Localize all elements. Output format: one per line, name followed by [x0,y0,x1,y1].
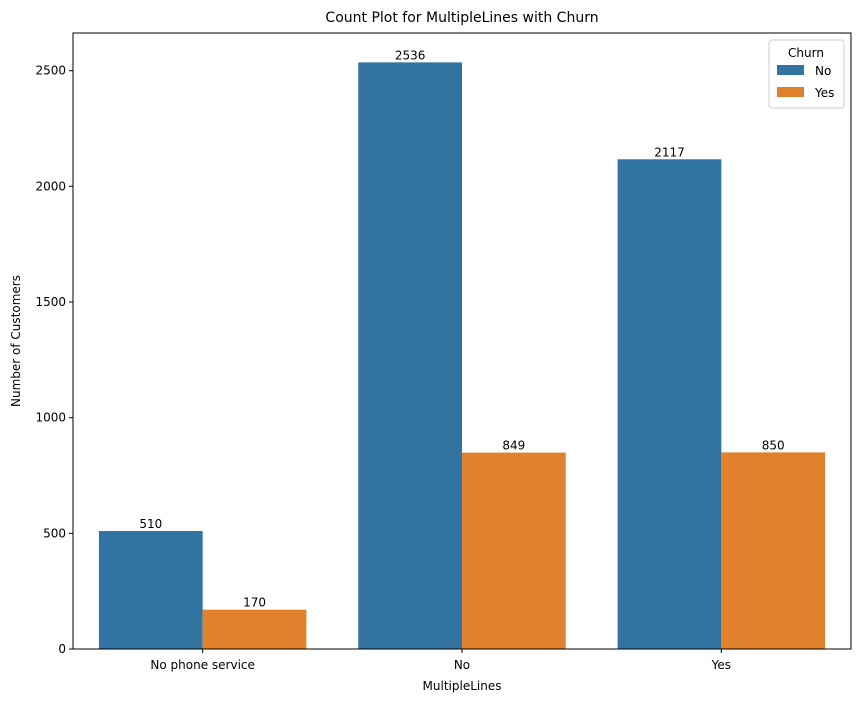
data-label: 849 [502,439,525,453]
x-axis: No phone service No Yes [150,649,731,672]
legend-title: Churn [788,46,824,60]
plot-area: 510 170 2536 849 2117 850 [98,48,826,650]
x-tick-label: No phone service [150,658,254,672]
data-label: 2536 [395,48,426,62]
legend-swatch-no [777,65,804,75]
data-label: 2117 [654,145,685,159]
legend-label-yes: Yes [814,86,834,100]
bar-no-0 [98,531,203,649]
y-tick-label: 0 [58,642,66,656]
bar-yes-2 [721,452,826,649]
y-tick-label: 1500 [35,295,66,309]
x-axis-label: MultipleLines [423,679,502,693]
legend-swatch-yes [777,87,804,97]
legend: Churn No Yes [768,39,845,109]
bar-no-2 [617,159,722,649]
bar-yes-0 [202,609,307,649]
x-tick-label: Yes [711,658,731,672]
y-tick-label: 500 [43,526,66,540]
y-tick-label: 2500 [35,64,66,78]
bar-no-1 [358,62,462,650]
chart-title: Count Plot for MultipleLines with Churn [325,10,598,26]
data-label: 850 [762,438,785,452]
y-axis: 0 500 1000 1500 2000 2500 [35,64,73,656]
y-tick-label: 2000 [35,179,66,193]
data-label: 170 [243,596,266,610]
bar-yes-1 [462,452,566,649]
y-axis-label: Number of Customers [9,275,23,407]
x-tick-label: No [454,658,470,672]
legend-label-no: No [815,64,831,78]
y-tick-label: 1000 [35,411,66,425]
data-label: 510 [139,517,162,531]
